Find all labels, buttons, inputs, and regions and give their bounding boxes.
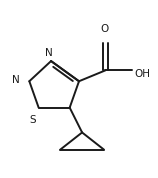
- Text: N: N: [12, 75, 20, 85]
- Text: N: N: [45, 48, 53, 58]
- Text: S: S: [29, 115, 36, 125]
- Text: O: O: [100, 24, 109, 34]
- Text: OH: OH: [134, 69, 150, 79]
